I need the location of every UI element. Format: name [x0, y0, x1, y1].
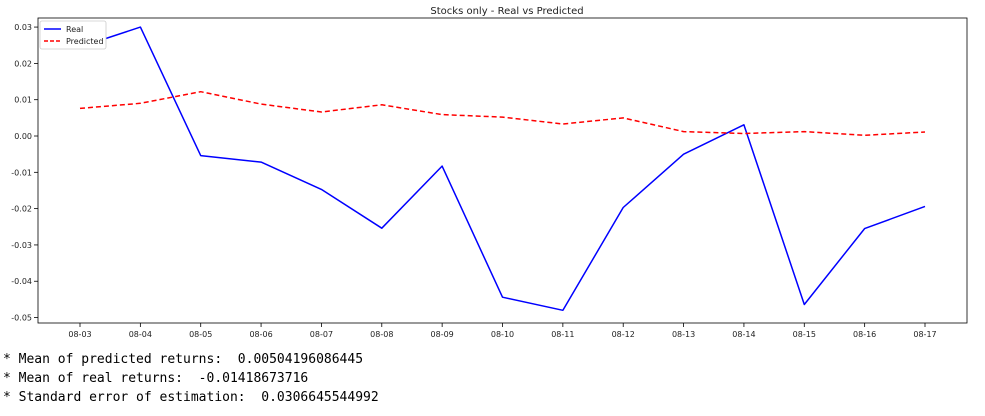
y-tick-label: -0.04 — [11, 277, 32, 286]
x-tick-label: 08-10 — [491, 330, 514, 339]
x-tick-label: 08-13 — [672, 330, 695, 339]
series-line-predicted — [79, 90, 926, 137]
x-tick-label: 08-11 — [551, 330, 574, 339]
x-tick-label: 08-03 — [68, 330, 91, 339]
stat-mean-predicted: * Mean of predicted returns: 0.005041960… — [3, 352, 364, 367]
y-tick-label: -0.01 — [11, 168, 32, 177]
series-line-real — [79, 26, 926, 312]
y-axis: 0.03 0.02 0.01 0.00 -0.01 -0.02 -0.03 -0.04 -0.0… — [11, 23, 38, 323]
legend: Real Predicted — [39, 20, 107, 50]
x-tick-label: 08-04 — [129, 330, 152, 339]
stats-output: * Mean of predicted returns: 0.005041960… — [3, 350, 379, 407]
y-tick-label: 0.02 — [14, 59, 32, 68]
chart-title: Stocks only - Real vs Predicted — [430, 6, 583, 17]
x-tick-label: 08-05 — [189, 330, 212, 339]
x-axis: 08-03 08-04 08-05 08-06 08-07 08-08 08-09 08-10… — [68, 323, 937, 339]
stat-standard-error: * Standard error of estimation: 0.030664… — [3, 390, 379, 405]
y-tick-label: 0.03 — [14, 23, 32, 32]
x-tick-label: 08-15 — [793, 330, 816, 339]
x-tick-label: 08-08 — [370, 330, 393, 339]
x-tick-label: 08-06 — [249, 330, 272, 339]
y-tick-label: -0.03 — [11, 241, 32, 250]
y-tick-label: -0.02 — [11, 205, 32, 214]
y-tick-label: -0.05 — [11, 314, 32, 323]
line-chart: Stocks only - Real vs Predicted 0.03 0.02… — [11, 6, 968, 339]
x-tick-label: 08-17 — [913, 330, 936, 339]
stat-mean-real: * Mean of real returns: -0.01418673716 — [3, 371, 309, 386]
legend-label-predicted: Predicted — [66, 37, 104, 46]
x-tick-label: 08-09 — [431, 330, 454, 339]
x-tick-label: 08-12 — [612, 330, 635, 339]
legend-box — [39, 20, 107, 50]
legend-label-real: Real — [66, 25, 83, 34]
x-tick-label: 08-16 — [853, 330, 876, 339]
x-tick-label: 08-07 — [310, 330, 333, 339]
y-tick-label: 0.01 — [14, 96, 32, 105]
series-layer — [79, 26, 926, 312]
plot-frame — [37, 17, 968, 324]
y-tick-label: 0.00 — [14, 132, 32, 141]
x-tick-label: 08-14 — [732, 330, 755, 339]
